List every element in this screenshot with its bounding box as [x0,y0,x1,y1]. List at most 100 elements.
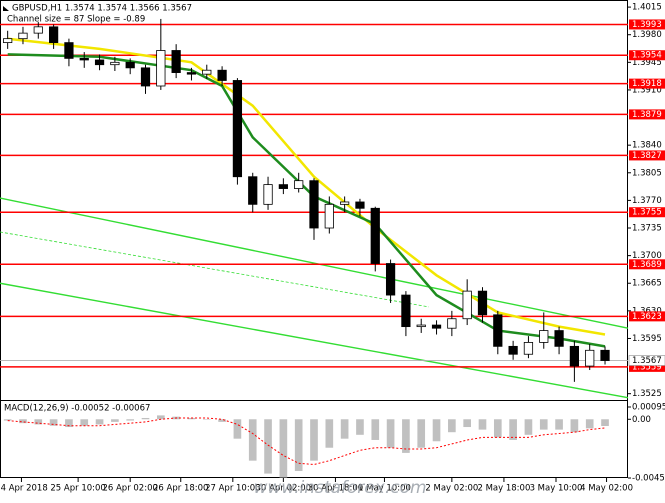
macd-bar [448,419,456,433]
macd-y-tick-label: 0.00 [632,415,651,425]
macd-bar [432,419,441,442]
candle-body [324,203,334,229]
candle-body [477,290,488,316]
x-tick-label: 27 Apr 10:00 [205,484,260,494]
candle-body [125,61,135,69]
macd-bar [218,419,226,422]
macd-bar [126,419,135,421]
macd-bar [570,419,579,433]
macd-bar [141,417,150,420]
y-tick-label: 1.3980 [632,30,662,40]
x-tick-label: 2 May 18:00 [477,484,530,494]
x-tick-label: 30 Apr 02:00 [256,484,311,494]
candle-body [217,69,227,81]
macd-bar [95,419,104,425]
candle-body [569,345,580,367]
x-tick-label: 4 May 02:00 [580,484,633,494]
channel-line [0,231,429,308]
candle-body [355,201,365,209]
watermark: www.instaforex.com [253,478,426,498]
candle-body [156,50,166,87]
channel-line [0,197,629,329]
macd-bar [371,419,380,440]
level-label: 1.3993 [632,20,662,30]
macd-y-tick-label: -0.00454 [632,474,665,484]
x-tick-label: 30 Apr 18:00 [308,484,363,494]
level-label: 1.3827 [632,151,662,161]
macd-bar [555,419,563,430]
macd-bar [34,419,43,425]
candle-body [385,263,396,296]
level-tag [629,50,665,61]
level-label: 1.3755 [632,208,662,218]
level-tag [629,207,665,218]
y-tick-label: 1.3735 [632,224,662,234]
current-price-label: 1.3567 [632,356,662,366]
candle-body [3,38,13,44]
y-tick-label: 1.3910 [632,85,662,95]
macd-bar [402,419,410,453]
level-label: 1.3559 [632,362,662,372]
candle-body [554,330,564,347]
macd-bar [340,419,349,439]
candle-body [431,324,442,329]
candle-body [294,180,304,189]
macd-bar [417,419,426,448]
y-tick-label: 1.3770 [632,196,662,206]
macd-label: MACD(12,26,9) -0.00052 -0.00067 [4,404,150,414]
macd-y-tick-label: 0.00095 [632,402,665,412]
macd-bar [539,419,548,430]
x-tick-label: 26 Apr 18:00 [153,484,208,494]
macd-bar [49,419,58,426]
macd-bar [233,419,242,439]
candle-body [278,184,288,189]
macd-bar [65,419,73,428]
candle-body [171,50,181,73]
candle-body [232,80,243,178]
level-label: 1.3918 [632,79,662,89]
candle-body [309,180,319,229]
macd-bar [264,419,272,474]
symbol-icon [3,6,9,11]
candle-body [493,314,503,347]
candle-body [585,349,595,367]
candle-body [370,207,380,264]
candle-body [202,69,212,75]
candle-body [186,72,197,75]
macd-bar [80,419,89,426]
x-tick-label: 25 Apr 10:00 [50,484,105,494]
macd-bar [386,419,395,448]
candle-body [64,42,74,59]
candle-body [263,184,273,205]
level-label: 1.3623 [632,312,662,322]
candle-body [79,57,89,61]
candle-body [33,26,43,34]
macd-bar [19,419,27,424]
macd-bar [3,419,12,421]
macd-bar [248,419,257,461]
y-tick-label: 1.3665 [632,279,662,289]
candle-body [462,290,472,320]
macd-bar [493,419,502,438]
y-tick-label: 1.3595 [632,334,662,344]
candle-body [600,349,610,361]
candle-body [508,345,518,355]
chart-subtitle: Channel size = 87 Slope = -0.89 [7,15,145,25]
macd-bar [294,419,303,472]
macd-bar [478,419,487,430]
candle-body [248,176,258,205]
macd-bar [524,419,533,435]
y-tick-label: 1.3805 [632,168,662,178]
x-tick-label: 1 May 10:00 [358,484,411,494]
macd-bar [325,419,334,448]
candle-body [18,32,28,40]
macd-bar [310,419,318,461]
candle-body [94,59,105,66]
macd-bar [585,419,594,429]
y-tick-label: 1.3525 [632,389,662,399]
y-tick-label: 1.3700 [632,251,662,261]
current-price-tag [628,355,665,366]
macd-bar [157,415,165,420]
macd-bar [463,419,471,428]
